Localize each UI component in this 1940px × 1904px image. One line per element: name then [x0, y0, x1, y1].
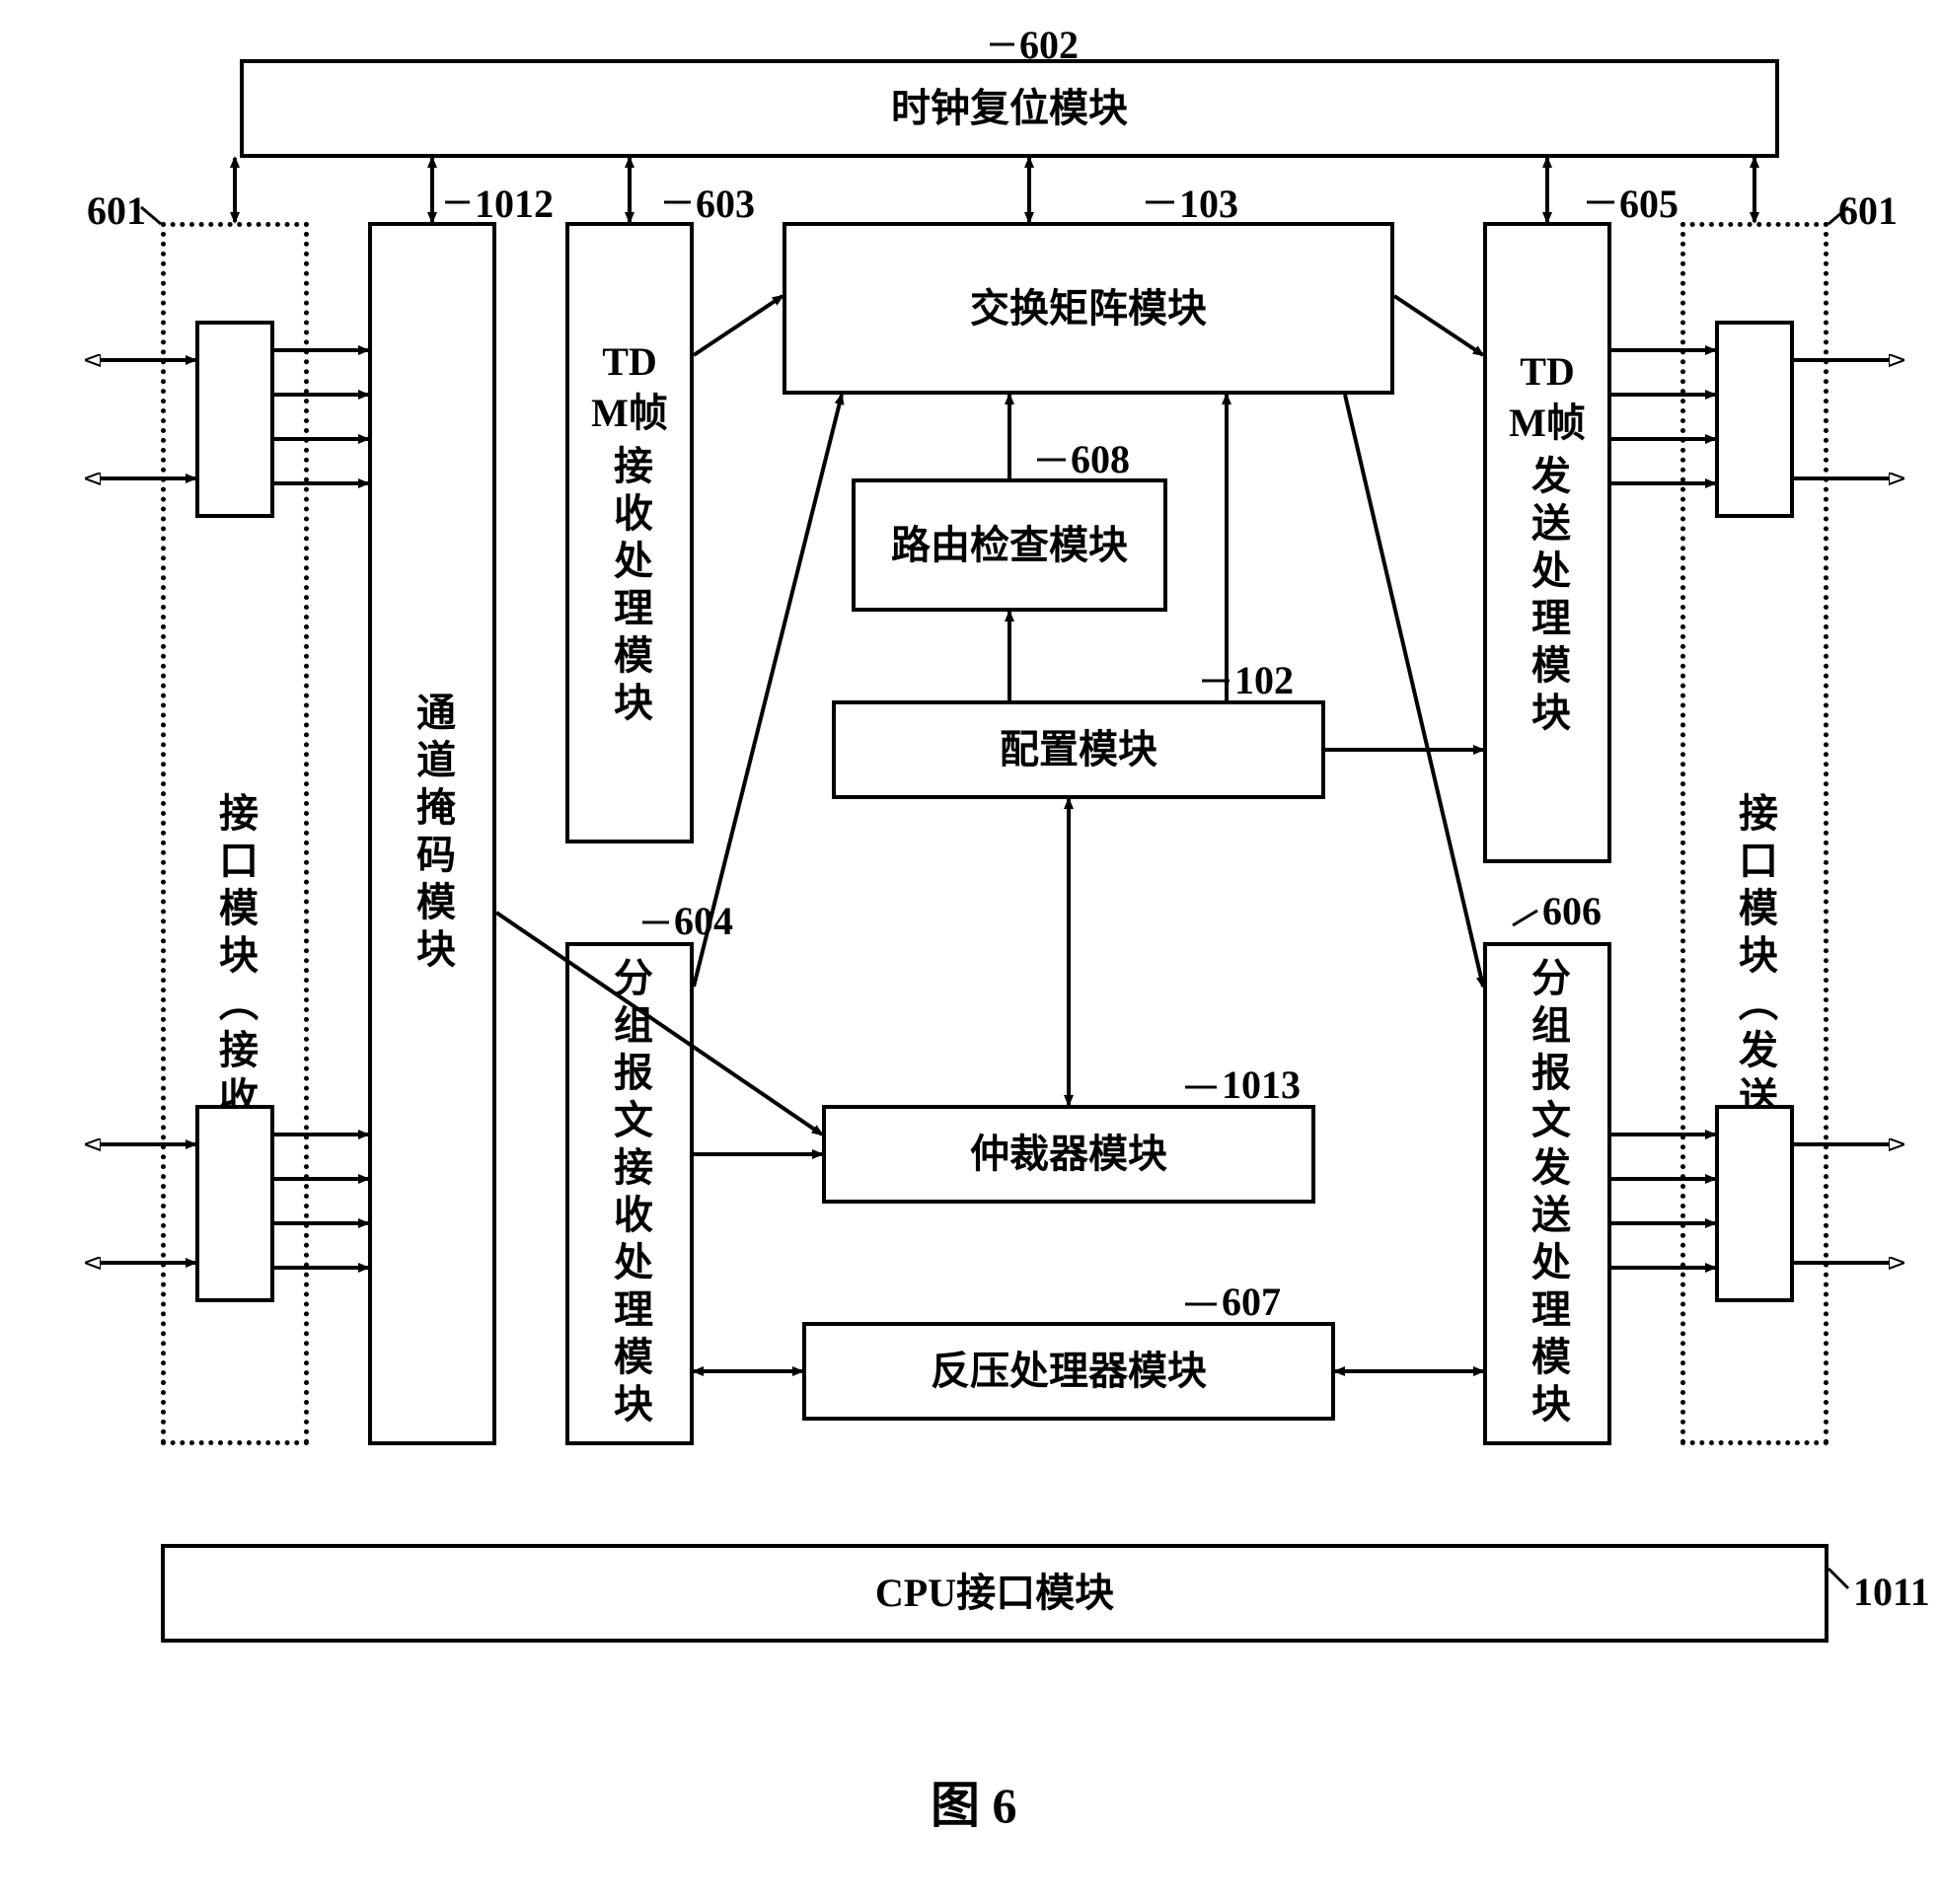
node-packet-tx: 分组报文发送处理模块	[1483, 942, 1611, 1445]
node-label: 分组报文发送处理模块	[1522, 957, 1573, 1430]
node-config: 配置模块	[832, 700, 1325, 799]
ref-label: 602	[1019, 22, 1079, 68]
node-channel-mask: 通道掩码模块	[368, 222, 496, 1445]
ref-label: 601	[1838, 187, 1898, 234]
node-tdm-tx: TDM帧 发送处理模块	[1483, 222, 1611, 863]
fanout-box	[1715, 321, 1794, 518]
ref-label: 606	[1542, 888, 1602, 934]
ref-label: 607	[1222, 1279, 1281, 1325]
node-label: 通道掩码模块	[407, 692, 458, 976]
node-label: 反压处理器模块	[931, 1346, 1207, 1397]
node-switch-matrix: 交换矩阵模块	[783, 222, 1394, 395]
ref-label: 608	[1071, 436, 1130, 482]
node-backpressure: 反压处理器模块	[802, 1322, 1335, 1421]
node-packet-rx: 分组报文接收处理模块	[565, 942, 694, 1445]
fanout-box	[1715, 1105, 1794, 1302]
node-clock-reset: 时钟复位模块	[240, 59, 1779, 158]
ref-label: 102	[1234, 657, 1294, 703]
fanout-box	[195, 321, 274, 518]
node-arbiter: 仲裁器模块	[822, 1105, 1315, 1204]
fanout-box	[195, 1105, 274, 1302]
node-label: 交换矩阵模块	[970, 283, 1207, 334]
ref-label: 603	[696, 181, 755, 227]
node-label: 分组报文接收处理模块	[604, 957, 655, 1430]
node-label: 配置模块	[1000, 724, 1157, 775]
node-label: 时钟复位模块	[891, 83, 1128, 134]
node-tdm-rx: TDM帧 接收处理模块	[565, 222, 694, 843]
ref-label: 1011	[1853, 1569, 1930, 1615]
ref-label: 1013	[1222, 1062, 1301, 1108]
ref-label: 605	[1619, 181, 1679, 227]
ref-label: 1012	[475, 181, 554, 227]
diagram-canvas: 时钟复位模块 接口模块（接收） 接口模块（发送） 通道掩码模块 TDM帧 接收处…	[33, 30, 1907, 1874]
ref-label: 601	[87, 187, 146, 234]
figure-caption: 图 6	[931, 1766, 1017, 1837]
node-cpu-interface: CPU接口模块	[161, 1544, 1828, 1643]
ref-label: 103	[1179, 181, 1238, 227]
node-label: CPU接口模块	[875, 1568, 1114, 1619]
node-label: 仲裁器模块	[970, 1129, 1167, 1180]
ref-label: 604	[674, 898, 733, 944]
node-route-check: 路由检查模块	[852, 478, 1167, 612]
node-label: 路由检查模块	[891, 520, 1128, 571]
